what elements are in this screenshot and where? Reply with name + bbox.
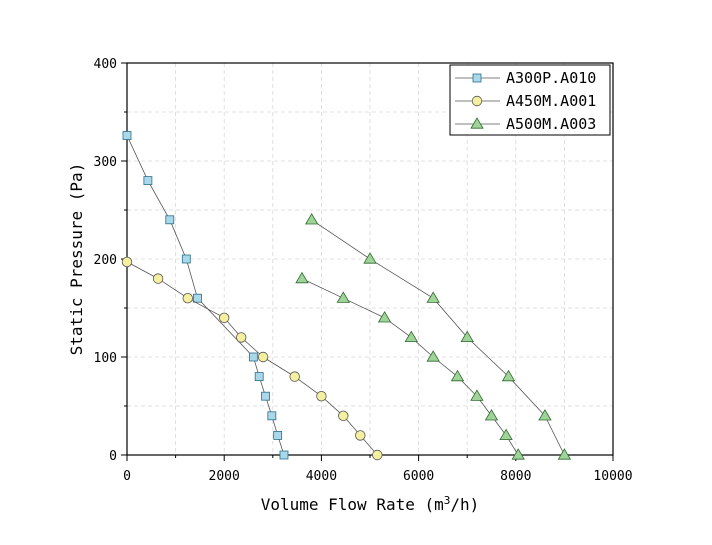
x-tick-label: 0: [123, 469, 131, 484]
data-point: [450, 369, 465, 382]
x-axis-title: Volume Flow Rate (m3/h): [261, 494, 480, 514]
legend: A300P.A010 A450M.A001 A500M.A003: [449, 64, 611, 136]
y-axis-title: Static Pressure (Pa): [67, 163, 86, 356]
data-point: [152, 273, 164, 284]
data-point: [218, 312, 230, 324]
y-axis: 0 100 200 300 400: [94, 57, 127, 464]
data-point: [257, 351, 269, 363]
data-point: [193, 293, 202, 303]
x-tick-label: 6000: [403, 469, 434, 484]
data-point: [404, 330, 419, 343]
y-tick-label: 400: [94, 57, 117, 72]
series-A500M.A003: [295, 213, 572, 460]
data-point: [267, 411, 277, 421]
series-A450M.A001: [121, 256, 383, 461]
data-point: [377, 311, 392, 323]
legend-marker: [471, 95, 483, 107]
data-point: [273, 430, 283, 440]
x-tick-label: 10000: [593, 469, 632, 484]
legend-marker: [470, 117, 484, 129]
legend-label: A300P.A010: [506, 69, 596, 87]
data-point: [248, 352, 258, 362]
data-point: [336, 291, 350, 303]
data-point: [181, 254, 191, 264]
data-point: [304, 213, 319, 225]
x-tick-label: 8000: [500, 469, 531, 484]
data-point: [316, 391, 327, 402]
data-point: [295, 271, 309, 284]
y-tick-label: 100: [94, 351, 117, 366]
legend-marker: [472, 73, 482, 83]
data-point: [501, 369, 516, 382]
data-point: [143, 176, 153, 186]
data-point: [484, 409, 499, 421]
data-point: [261, 391, 270, 401]
data-point: [460, 330, 474, 343]
data-point: [338, 410, 349, 422]
y-tick-label: 0: [109, 449, 117, 464]
data-point: [372, 449, 383, 461]
data-point: [122, 131, 132, 140]
data-point: [236, 332, 247, 343]
series-line: [301, 278, 519, 456]
data-point: [538, 409, 552, 421]
data-point: [121, 256, 133, 268]
data-point: [254, 372, 264, 382]
x-tick-label: 4000: [306, 469, 337, 484]
data-point: [355, 430, 366, 441]
data-point: [557, 448, 572, 460]
data-point: [470, 389, 484, 401]
series-layer: [121, 131, 572, 461]
data-point: [499, 428, 513, 441]
x-axis: 0 2000 4000 6000 8000 10000: [123, 455, 633, 484]
data-point: [182, 293, 193, 304]
data-point: [289, 371, 300, 382]
series-line: [311, 219, 565, 456]
series-A300P.A010: [122, 131, 289, 460]
data-point: [511, 448, 525, 460]
data-point: [363, 252, 377, 264]
y-tick-label: 300: [94, 155, 117, 170]
legend-label: A450M.A001: [506, 92, 596, 110]
legend-label: A500M.A003: [506, 115, 596, 133]
x-tick-label: 2000: [209, 469, 240, 484]
data-point: [279, 450, 289, 460]
data-point: [165, 215, 175, 225]
y-tick-label: 200: [94, 253, 117, 268]
data-point: [426, 350, 440, 362]
data-point: [426, 291, 440, 303]
